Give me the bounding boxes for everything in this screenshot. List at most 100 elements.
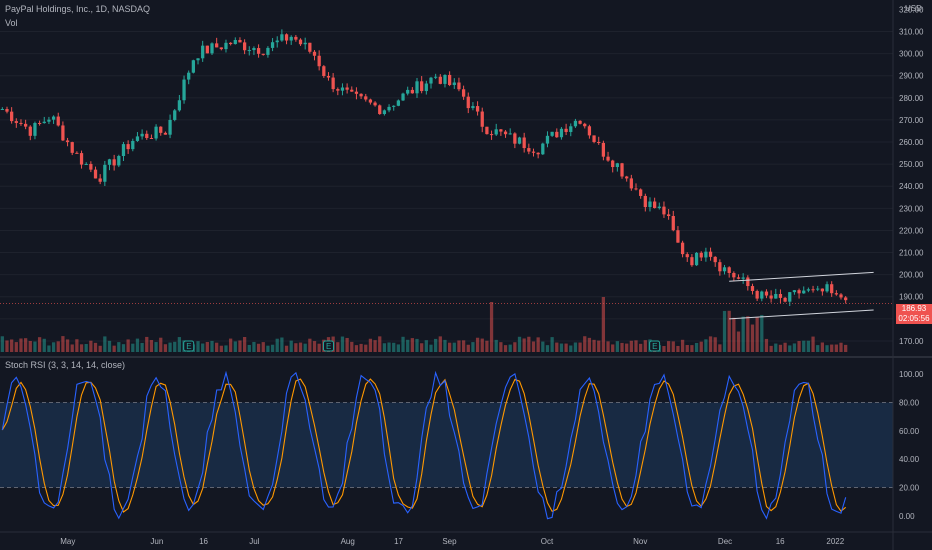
- volume-bar: [308, 338, 312, 352]
- volume-bar: [37, 337, 42, 352]
- candle-body: [5, 109, 9, 112]
- volume-bar: [23, 338, 28, 352]
- volume-bar: [625, 343, 629, 352]
- volume-bar: [373, 340, 377, 352]
- candle-body: [820, 288, 825, 292]
- candle-body: [760, 291, 764, 299]
- price-axis[interactable]: 310.00 300.00 290.00 280.00 270.00 260.00 250.…: [899, 5, 924, 346]
- candle-body: [531, 151, 536, 153]
- volume-bar: [163, 344, 168, 352]
- candle-body: [368, 99, 373, 103]
- price-tick-label: 210.00: [899, 249, 924, 258]
- volume-bar: [587, 337, 592, 352]
- volume-bar: [289, 340, 293, 352]
- candle-body: [513, 133, 517, 144]
- volume-bar: [839, 342, 843, 352]
- volume-bar: [173, 341, 177, 352]
- time-tick-label: Oct: [541, 537, 554, 546]
- volume-bar: [606, 341, 610, 352]
- candle-body: [736, 277, 741, 279]
- stoch-rsi-pane: [0, 370, 893, 520]
- candle-body: [816, 288, 820, 290]
- stoch-rsi-legend[interactable]: Stoch RSI (3, 3, 14, 14, close): [5, 360, 126, 370]
- volume-bar: [680, 339, 685, 352]
- candle-body: [392, 105, 396, 107]
- earnings-marker-label: E: [652, 342, 657, 351]
- volume-bar: [266, 345, 270, 352]
- candle-body: [774, 294, 778, 299]
- volume-bar: [154, 342, 158, 352]
- candle-body: [653, 201, 657, 208]
- candle-body: [788, 292, 792, 302]
- channel-upper-line: [729, 271, 874, 282]
- candle-body: [261, 53, 265, 55]
- candle-body: [121, 144, 126, 157]
- candle-body: [70, 142, 74, 153]
- rsi-tick-label: 100.00: [899, 370, 924, 379]
- volume-bar: [522, 338, 526, 352]
- candle-body: [177, 100, 182, 111]
- volume-bar: [778, 344, 783, 352]
- candle-body: [275, 40, 279, 43]
- candle-body: [806, 289, 811, 291]
- candle-body: [103, 164, 107, 182]
- volume-bar: [149, 340, 154, 352]
- volume-bar: [14, 342, 18, 352]
- volume-bar: [303, 343, 307, 352]
- candle-body: [112, 159, 116, 166]
- volume-bar: [662, 345, 666, 352]
- rsi-axis[interactable]: 100.00 80.00 60.00 40.00 20.00 0.00: [899, 370, 924, 521]
- candle-body: [830, 284, 834, 294]
- currency-label[interactable]: USD: [905, 4, 922, 13]
- volume-bar: [736, 331, 741, 352]
- symbol-title[interactable]: PayPal Holdings, Inc., 1D, NASDAQ: [5, 4, 151, 14]
- candle-body: [89, 163, 93, 170]
- candle-body: [364, 96, 368, 100]
- candle-body: [587, 126, 592, 136]
- volume-bar: [685, 345, 689, 352]
- volume-bar: [769, 345, 773, 352]
- channel-lower-line: [729, 309, 874, 320]
- volume-bar: [583, 336, 587, 352]
- candle-body: [489, 134, 494, 136]
- candle-body: [802, 290, 806, 294]
- volume-bar: [704, 339, 708, 352]
- volume-bar: [336, 342, 340, 352]
- volume-bar: [783, 342, 787, 352]
- candle-body: [471, 106, 475, 109]
- candle-body: [666, 214, 671, 217]
- volume-bar: [746, 316, 750, 352]
- candle-body: [270, 42, 275, 48]
- price-tick-label: 290.00: [899, 72, 924, 81]
- volume-bar: [10, 339, 14, 352]
- candle-body: [778, 294, 783, 298]
- volume-legend[interactable]: Vol: [5, 18, 18, 28]
- volume-bar: [531, 341, 536, 352]
- volume-bar: [559, 343, 564, 352]
- time-axis[interactable]: May Jun 16 Jul Aug 17 Sep Oct Nov Dec 16 2022: [60, 537, 844, 546]
- candle-body: [187, 72, 191, 80]
- volume-bar: [340, 336, 345, 352]
- volume-bar: [33, 341, 37, 352]
- volume-bar: [499, 342, 503, 352]
- volume-bar: [135, 338, 140, 352]
- volume-bar: [513, 342, 517, 352]
- candle-body: [485, 126, 489, 135]
- volume-bar: [364, 344, 368, 352]
- volume-bar: [550, 337, 554, 352]
- volume-bar: [611, 344, 615, 352]
- candle-body: [294, 36, 298, 40]
- earnings-marker: [649, 340, 661, 352]
- candle-body: [373, 102, 377, 106]
- candle-body: [438, 76, 442, 84]
- channel-lines[interactable]: [729, 271, 874, 320]
- volume-bar: [620, 342, 624, 352]
- volume-bar: [210, 340, 214, 352]
- volume-bar: [112, 345, 116, 352]
- volume-bar: [229, 338, 233, 352]
- volume-bar: [569, 345, 573, 352]
- volume-bar: [792, 343, 797, 352]
- candle-body: [727, 267, 731, 273]
